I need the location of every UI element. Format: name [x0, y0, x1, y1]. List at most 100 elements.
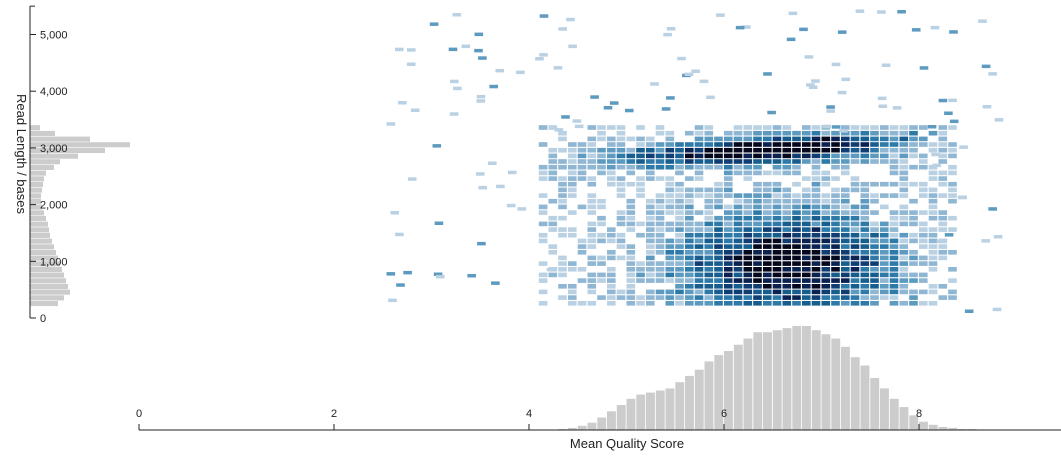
heatmap-cell	[850, 232, 860, 238]
heatmap-cell	[448, 47, 458, 52]
heatmap-cell	[685, 295, 694, 300]
heatmap-cell	[831, 147, 840, 153]
heatmap-cell	[714, 227, 723, 232]
heatmap-cell	[938, 210, 948, 215]
heatmap-cell	[831, 176, 840, 181]
heatmap-cell	[850, 267, 860, 272]
heatmap-cell	[938, 221, 948, 227]
heatmap-cell	[704, 244, 714, 249]
heatmap-cell	[909, 272, 918, 278]
heatmap-cell	[772, 255, 782, 261]
heatmap-cell	[626, 210, 636, 215]
heatmap-cell	[655, 193, 665, 198]
heatmap-cell	[587, 289, 597, 295]
heatmap-cell	[478, 56, 487, 60]
heatmap-cell	[772, 232, 782, 238]
heatmap-cell	[694, 142, 704, 147]
heatmap-cell	[568, 193, 577, 198]
heatmap-cell	[568, 44, 577, 49]
heatmap-cell	[860, 147, 870, 153]
heatmap-cell	[538, 210, 548, 215]
heatmap-cell	[607, 142, 616, 147]
heatmap-cell	[850, 147, 860, 153]
heatmap-cell	[508, 170, 517, 175]
heatmap-cell	[821, 284, 831, 289]
heatmap-cell	[994, 118, 1004, 122]
heatmap-cell	[636, 176, 645, 181]
heatmap-cell	[714, 272, 723, 278]
heatmap-cell	[587, 284, 597, 289]
heatmap-cell	[548, 227, 558, 232]
heatmap-cell	[675, 289, 684, 295]
heatmap-cell	[675, 142, 684, 147]
heatmap-cell	[782, 187, 792, 193]
heatmap-cell	[841, 295, 850, 300]
x-tick-label: 6	[721, 408, 727, 420]
heatmap-cell	[616, 238, 626, 244]
heatmap-cell	[831, 295, 840, 300]
heatmap-cell	[821, 130, 831, 136]
heatmap-cell	[548, 250, 558, 255]
heatmap-cell	[685, 284, 694, 289]
heatmap-cell	[811, 210, 821, 215]
heatmap-cell	[665, 130, 675, 136]
heatmap-cell	[607, 153, 616, 159]
heatmap-cell	[782, 295, 792, 300]
heatmap-cell	[763, 153, 772, 159]
heatmap-cell	[407, 48, 416, 52]
heatmap-cell	[792, 267, 801, 272]
heatmap-cell	[704, 193, 714, 198]
heatmap-cell	[889, 238, 899, 244]
heatmap-cell	[568, 261, 577, 266]
heatmap-cell	[685, 227, 694, 232]
heatmap-cell	[558, 147, 567, 153]
heatmap-cell	[636, 261, 645, 266]
heatmap-cell	[675, 170, 684, 176]
heatmap-cell	[753, 204, 762, 210]
heatmap-cell	[932, 163, 941, 168]
heatmap-cell	[860, 181, 870, 187]
heatmap-cell	[694, 147, 704, 153]
heatmap-cell	[450, 79, 459, 84]
heatmap-cell	[788, 11, 798, 16]
heatmap-cell	[880, 289, 889, 295]
heatmap-cell	[724, 170, 733, 176]
heatmap-cell	[938, 244, 948, 249]
heatmap-cell	[694, 221, 704, 227]
heatmap-cell	[714, 159, 723, 164]
heatmap-cell	[841, 147, 850, 153]
heatmap-cell	[889, 284, 899, 289]
length-histogram-bar	[30, 125, 40, 131]
heatmap-cell	[772, 181, 782, 187]
heatmap-cell	[860, 125, 870, 130]
heatmap-cell	[899, 193, 909, 198]
heatmap-cell	[655, 295, 665, 300]
heatmap-cell	[772, 204, 782, 210]
heatmap-cell	[616, 153, 626, 159]
heatmap-cell	[927, 125, 937, 129]
heatmap-cell	[870, 153, 879, 159]
heatmap-cell	[928, 130, 938, 136]
heatmap-cell	[936, 239, 946, 244]
heatmap-cell	[870, 278, 879, 283]
heatmap-cell	[772, 267, 782, 272]
heatmap-cell	[724, 267, 733, 272]
heatmap-cell	[616, 125, 626, 130]
y-axis: 0 1,000 2,000 3,000 4,000 5,000	[29, 5, 68, 325]
heatmap-cell	[577, 170, 587, 176]
heatmap-cell	[577, 142, 587, 147]
heatmap-cell	[743, 193, 753, 198]
heatmap-cell	[665, 261, 675, 266]
heatmap-cell	[831, 198, 840, 204]
heatmap-cell	[763, 210, 772, 215]
heatmap-cell	[763, 181, 772, 187]
heatmap-cell	[626, 267, 636, 272]
heatmap-cell	[782, 278, 792, 283]
heatmap-cell	[753, 210, 762, 215]
heatmap-cell	[655, 204, 665, 210]
heatmap-cell	[724, 261, 733, 266]
heatmap-cell	[860, 261, 870, 266]
heatmap-cell	[403, 270, 412, 275]
heatmap-cell	[743, 142, 753, 147]
heatmap-cell	[860, 232, 870, 238]
